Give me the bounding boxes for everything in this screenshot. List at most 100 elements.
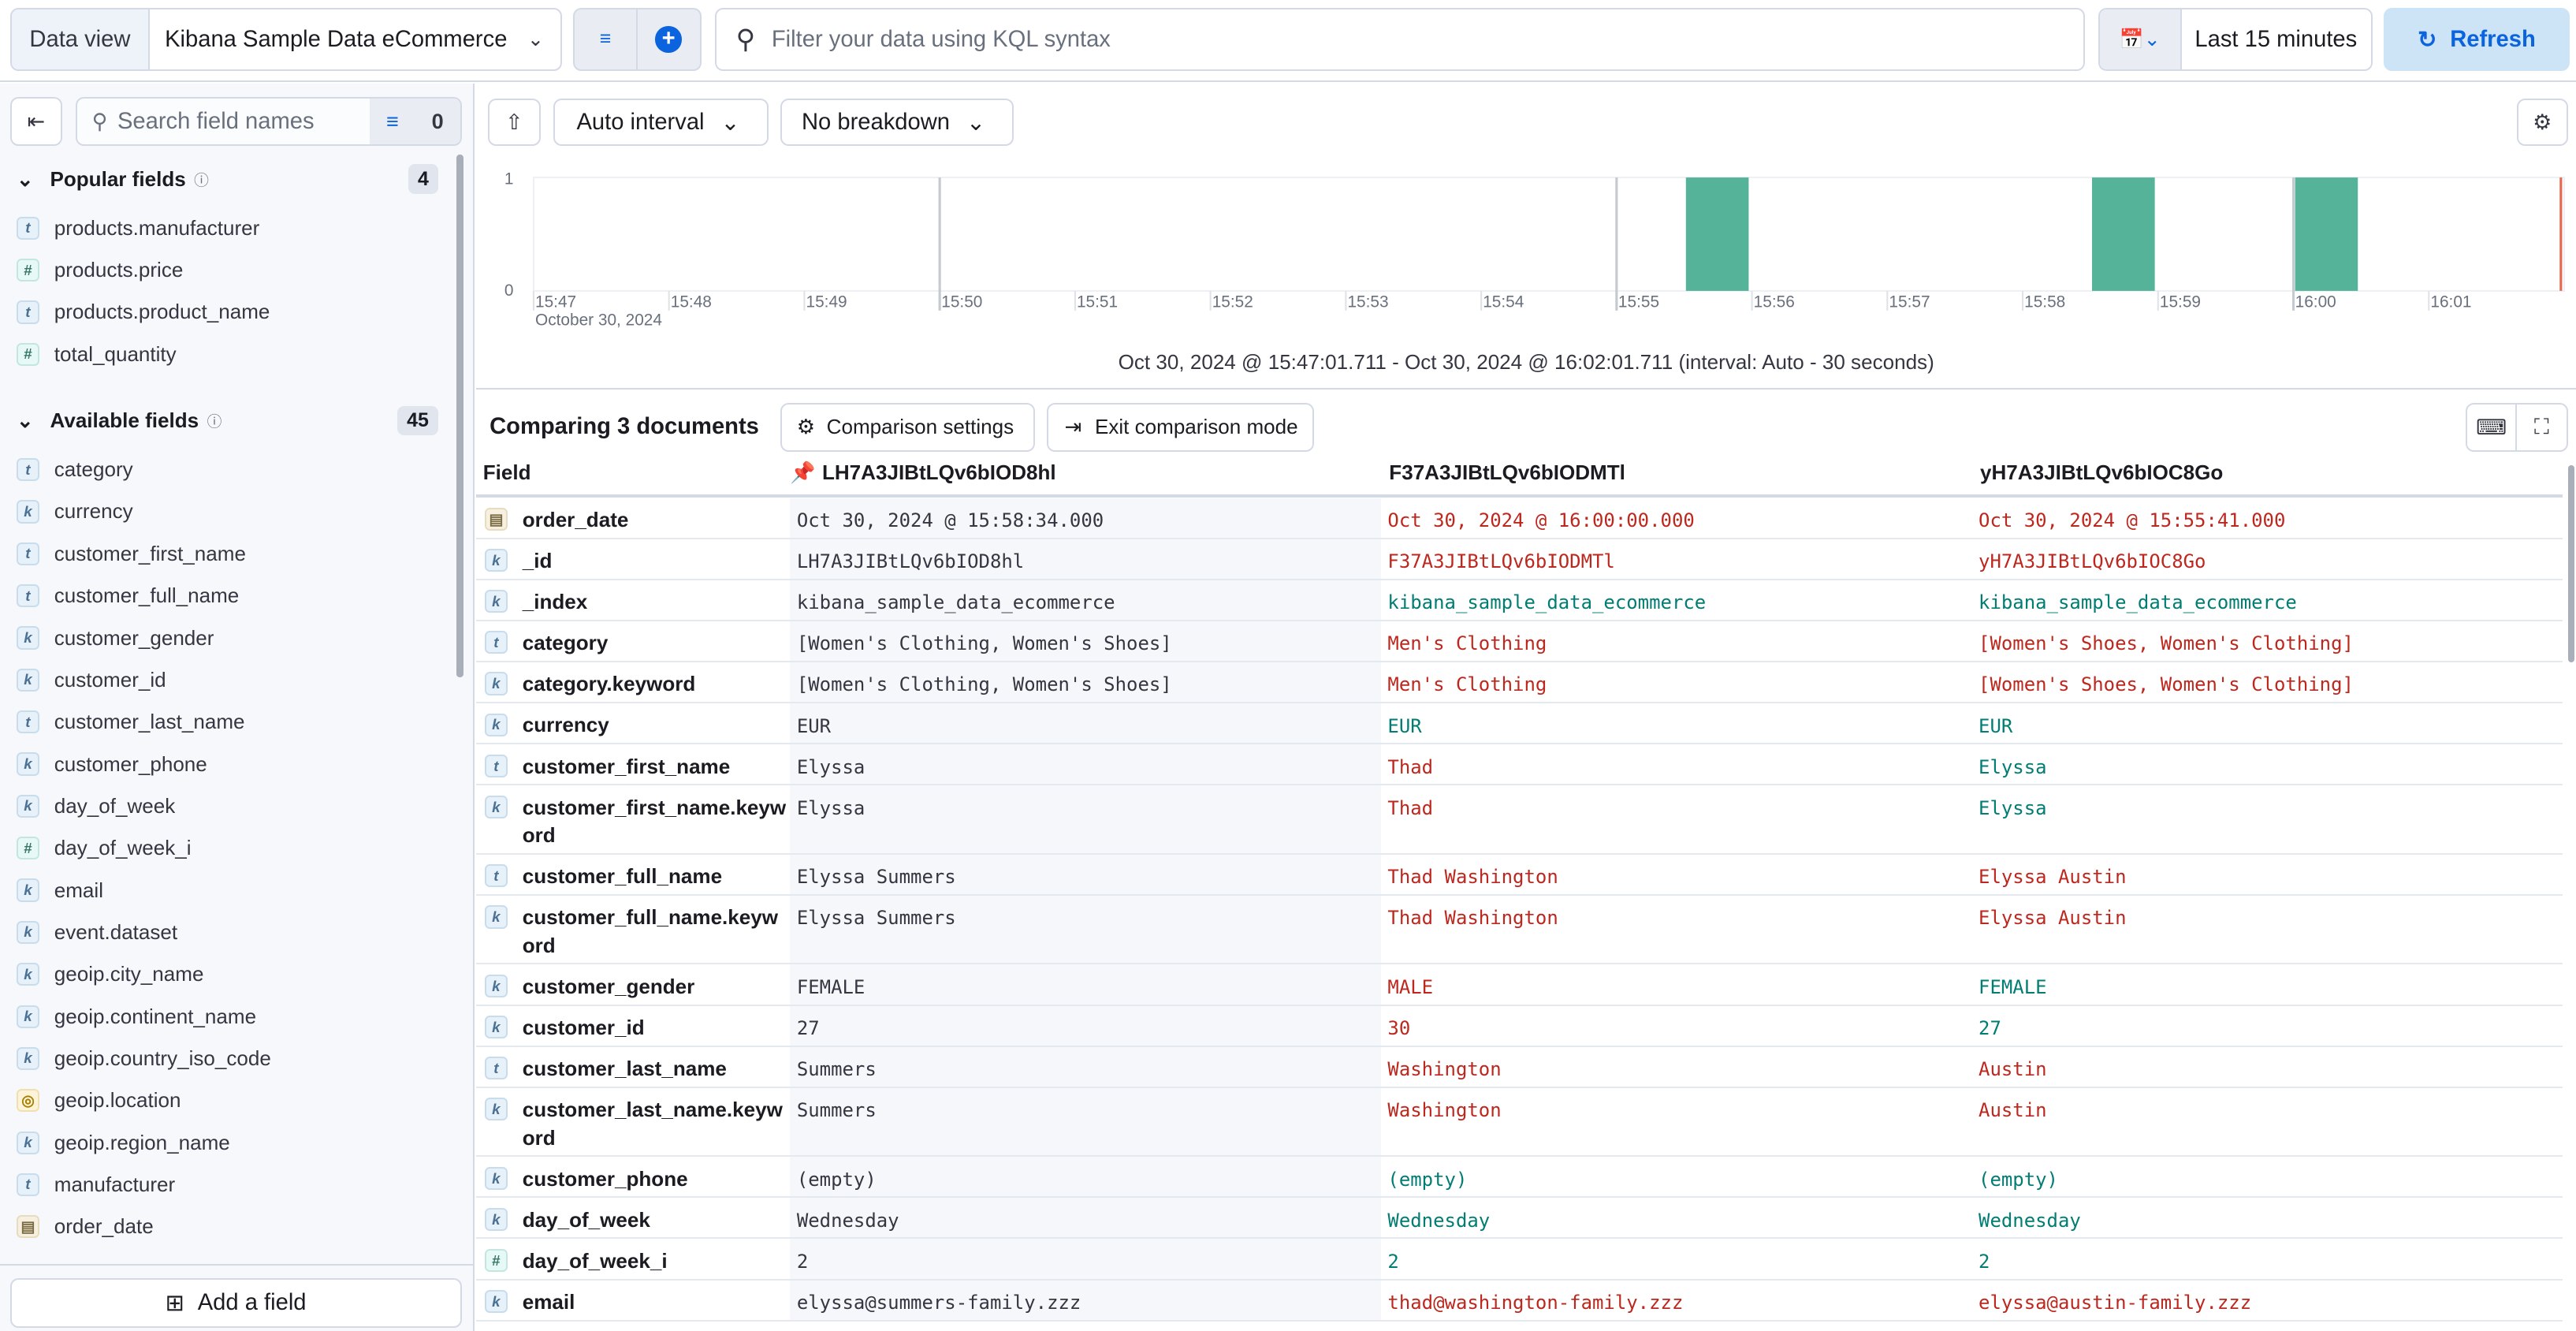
field-list-item[interactable]: k geoip.country_iso_code [0,1038,456,1079]
chart-options-button[interactable]: ⚙ [2516,99,2568,147]
breakdown-select[interactable]: No breakdown ⌄ [780,99,1014,147]
value-cell[interactable]: kibana_sample_data_ecommerce [790,580,1382,620]
value-cell[interactable]: Oct 30, 2024 @ 15:58:34.000 [790,498,1382,538]
field-list-item[interactable]: t products.manufacturer [0,207,456,249]
field-list-item[interactable]: t customer_full_name [0,575,456,617]
field-list-item[interactable]: k day_of_week [0,785,456,827]
add-filter-icon[interactable]: + [655,26,682,53]
value-cell[interactable]: elyssa@austin-family.zzz [1979,1292,2252,1314]
value-cell[interactable]: 30 [1387,1017,1411,1040]
value-cell[interactable]: Summers [790,1087,1382,1156]
value-cell[interactable]: (empty) [1387,1168,1468,1191]
value-cell[interactable]: Elyssa [1979,796,2047,819]
field-list-item[interactable]: ▤ order_date [0,1206,456,1247]
value-cell[interactable]: elyssa@summers-family.zzz [790,1280,1382,1320]
value-cell[interactable]: Elyssa [790,744,1382,785]
field-list-item[interactable]: t category [0,449,456,490]
field-list-item[interactable]: k geoip.city_name [0,953,456,995]
value-cell[interactable]: (empty) [1979,1168,2058,1191]
field-list-item[interactable]: t customer_last_name [0,701,456,743]
field-list-item[interactable]: t products.product_name [0,291,456,333]
popular-fields-header[interactable]: ⌄ Popular fields ⓘ 4 [17,164,439,194]
collapse-sidebar-button[interactable]: ⇤ [9,96,63,147]
table-scrollbar[interactable] [2567,464,2574,662]
value-cell[interactable]: 27 [1979,1017,2001,1040]
exit-comparison-button[interactable]: ⇥ Exit comparison mode [1046,402,1315,453]
field-list-item[interactable]: t manufacturer [0,1164,456,1206]
field-list-item[interactable]: t customer_first_name [0,533,456,575]
value-cell[interactable]: EUR [790,703,1382,744]
value-cell[interactable]: Elyssa Austin [1979,907,2127,930]
value-cell[interactable]: Thad Washington [1387,907,1558,930]
value-cell[interactable]: Austin [1979,1099,2047,1122]
value-cell[interactable]: Washington [1387,1058,1502,1081]
value-cell[interactable]: Oct 30, 2024 @ 16:00:00.000 [1387,509,1695,531]
value-cell[interactable]: Thad [1387,796,1434,819]
field-filter-button[interactable]: ≡ 0 [370,98,460,145]
filter-menu-icon[interactable]: ≡ [575,9,638,69]
value-cell[interactable]: MALE [1387,975,1434,998]
chart-toggle-button[interactable]: ⇧ [488,99,541,147]
field-column-header[interactable]: Field [482,460,531,484]
value-cell[interactable]: (empty) [790,1157,1382,1197]
value-cell[interactable]: FEMALE [1979,975,2047,998]
doc-column-header-pinned[interactable]: 📌 LH7A3JIBtLQv6bIOD8hl [790,460,1381,495]
value-cell[interactable]: EUR [1387,714,1422,737]
value-cell[interactable]: FEMALE [790,964,1382,1005]
keyboard-icon[interactable]: ⌨ [2467,404,2518,451]
value-cell[interactable]: 2 [1979,1250,1990,1273]
value-cell[interactable]: LH7A3JIBtLQv6bIOD8hl [790,539,1382,579]
value-cell[interactable]: [Women's Clothing, Women's Shoes] [790,621,1382,661]
field-list-item[interactable]: k customer_gender [0,617,456,658]
value-cell[interactable]: EUR [1979,714,2013,737]
sidebar-scrollbar[interactable] [456,154,463,677]
value-cell[interactable]: 2 [1387,1250,1399,1273]
field-list-item[interactable]: ◎ geoip.location [0,1079,456,1121]
kql-search-bar[interactable]: ⚲ Filter your data using KQL syntax [714,8,2085,71]
value-cell[interactable]: 27 [790,1005,1382,1046]
value-cell[interactable]: Elyssa [1979,755,2047,778]
field-list-item[interactable]: # products.price [0,249,456,291]
field-list-item[interactable]: k email [0,869,456,911]
field-list-item[interactable]: k event.dataset [0,912,456,953]
field-list-item[interactable]: k customer_phone [0,743,456,785]
value-cell[interactable]: yH7A3JIBtLQv6bIOC8Go [1979,550,2206,573]
value-cell[interactable]: Elyssa Summers [790,854,1382,894]
field-list-item[interactable]: k currency [0,490,456,532]
field-search[interactable]: ⚲ Search field names ≡ 0 [75,96,462,147]
doc-column-header[interactable]: F37A3JIBtLQv6bIODMTl [1389,460,1625,484]
value-cell[interactable]: Elyssa Austin [1979,866,2127,889]
calendar-icon[interactable]: 📅⌄ [2099,9,2182,69]
comparison-settings-button[interactable]: ⚙ Comparison settings [780,402,1036,453]
value-cell[interactable]: Elyssa [790,785,1382,853]
value-cell[interactable]: Washington [1387,1099,1502,1122]
add-field-button[interactable]: ⊞ Add a field [9,1278,462,1328]
value-cell[interactable]: [Women's Clothing, Women's Shoes] [790,662,1382,703]
value-cell[interactable]: Oct 30, 2024 @ 15:55:41.000 [1979,509,2286,531]
value-cell[interactable]: kibana_sample_data_ecommerce [1979,591,2297,614]
refresh-button[interactable]: ↻ Refresh [2384,8,2570,71]
value-cell[interactable]: Wednesday [1979,1209,2081,1232]
available-fields-header[interactable]: ⌄ Available fields ⓘ 45 [17,405,439,436]
value-cell[interactable]: Wednesday [790,1198,1382,1238]
value-cell[interactable]: Wednesday [1387,1209,1491,1232]
value-cell[interactable]: Men's Clothing [1387,632,1547,655]
doc-column-header[interactable]: yH7A3JIBtLQv6bIOC8Go [1980,460,2224,484]
value-cell[interactable]: Summers [790,1046,1382,1087]
value-cell[interactable]: thad@washington-family.zzz [1387,1292,1684,1314]
value-cell[interactable]: [Women's Shoes, Women's Clothing] [1979,673,2354,696]
value-cell[interactable]: [Women's Shoes, Women's Clothing] [1979,632,2354,655]
value-cell[interactable]: Elyssa Summers [790,895,1382,964]
field-list-item[interactable]: k customer_id [0,659,456,701]
field-list-item[interactable]: k geoip.continent_name [0,995,456,1037]
value-cell[interactable]: Thad [1387,755,1434,778]
value-cell[interactable]: F37A3JIBtLQv6bIODMTl [1387,550,1615,573]
value-cell[interactable]: Thad Washington [1387,866,1558,889]
fullscreen-icon[interactable]: ⛶ [2533,414,2549,439]
field-list-item[interactable]: # total_quantity [0,334,456,375]
data-view-picker[interactable]: Data view Kibana Sample Data eCommerce ⌄ [9,8,562,71]
field-list-item[interactable]: # day_of_week_i [0,827,456,869]
interval-select[interactable]: Auto interval ⌄ [553,99,769,147]
value-cell[interactable]: Austin [1979,1058,2047,1081]
time-picker[interactable]: 📅⌄ Last 15 minutes [2098,8,2373,71]
